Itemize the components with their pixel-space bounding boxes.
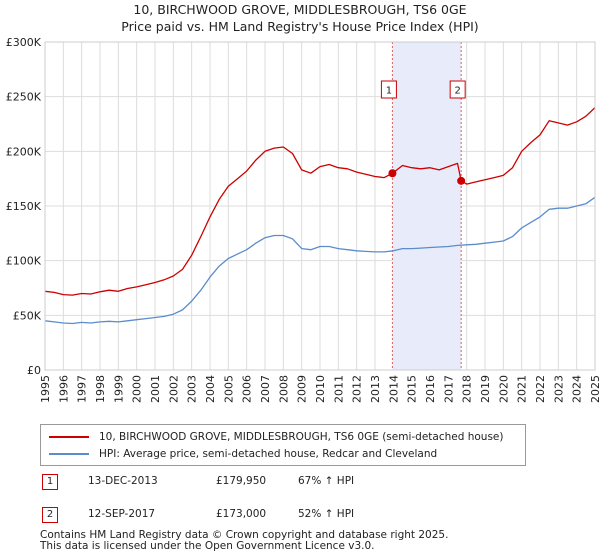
x-tick-label: 2011 [332,375,345,403]
legend-swatch-property [49,436,89,438]
chart-title: 10, BIRCHWOOD GROVE, MIDDLESBROUGH, TS6 … [133,2,467,17]
legend: 10, BIRCHWOOD GROVE, MIDDLESBROUGH, TS6 … [40,424,526,466]
chart-area: 1 2 £0 £50K £100K £150K £200K £250K £300K 1995 19… [6,36,600,403]
legend-item-hpi: HPI: Average price, semi-detached house,… [49,446,437,462]
x-tick-label: 2008 [277,375,290,403]
x-tick-label: 1999 [112,375,125,403]
y-tick-label: £250K [6,91,42,104]
x-tick-label: 2022 [534,375,547,403]
transaction-date: 12-SEP-2017 [88,508,156,520]
legend-label-property: 10, BIRCHWOOD GROVE, MIDDLESBROUGH, TS6 … [99,431,504,443]
transaction-price: £179,950 [216,475,267,487]
legend-swatch-hpi [49,453,89,455]
x-tick-label: 2013 [369,375,382,403]
y-tick-label: £300K [6,36,42,49]
x-tick-label: 2017 [442,375,455,403]
table-row: 2 12-SEP-2017 £173,000 52% ↑ HPI [40,507,400,525]
x-tick-label: 2001 [149,375,162,403]
transaction-hpi: 67% ↑ HPI [298,475,355,487]
footer: Contains HM Land Registry data © Crown c… [40,530,448,552]
x-tick-label: 2003 [186,375,199,403]
x-tick-label: 2005 [222,375,235,403]
x-tick-label: 1996 [57,375,70,403]
footer-licence: This data is licensed under the Open Gov… [40,540,375,552]
transaction-point [388,169,397,178]
x-tick-label: 1997 [76,375,89,403]
x-tick-label: 2015 [406,375,419,403]
y-tick-label: £50K [13,309,42,322]
x-tick-label: 2020 [497,375,510,403]
x-tick-label: 2023 [552,375,565,403]
footer-copyright: Contains HM Land Registry data © Crown c… [40,529,449,541]
transaction-number: 1 [42,474,58,490]
transaction-label: 2 [454,86,460,97]
transaction-number: 2 [42,507,58,523]
y-tick-label: £100K [6,255,42,268]
legend-item-property: 10, BIRCHWOOD GROVE, MIDDLESBROUGH, TS6 … [49,429,503,445]
x-tick-label: 2004 [204,375,217,403]
x-tick-label: 2006 [241,375,254,403]
x-tick-label: 2012 [351,375,364,403]
transaction-hpi: 52% ↑ HPI [298,508,355,520]
x-tick-label: 2025 [589,375,600,403]
chart-subtitle: Price paid vs. HM Land Registry's House … [121,19,479,34]
x-tick-label: 1998 [94,375,107,403]
transaction-date: 13-DEC-2013 [88,475,158,487]
x-tick-label: 2007 [259,375,272,403]
x-tick-label: 2021 [516,375,529,403]
x-tick-label: 2014 [387,375,400,403]
transaction-label-box [380,80,397,99]
plot-border [44,41,596,371]
x-tick-label: 2016 [424,375,437,403]
hpi-line [44,196,596,325]
transaction-label: 1 [386,86,392,97]
transaction-price: £173,000 [216,508,267,520]
legend-label-hpi: HPI: Average price, semi-detached house,… [99,448,438,460]
x-tick-label: 2019 [479,375,492,403]
x-tick-label: 2009 [296,375,309,403]
x-tick-label: 1995 [39,375,52,403]
x-tick-label: 2024 [571,375,584,403]
x-tick-label: 2002 [167,375,180,403]
y-tick-label: £150K [6,200,42,213]
property-price-line [44,107,596,296]
transaction-point [457,176,466,185]
table-row: 1 13-DEC-2013 £179,950 67% ↑ HPI [40,474,400,492]
x-tick-label: 2010 [314,375,327,403]
x-tick-label: 2018 [461,375,474,403]
y-tick-label: £200K [6,145,42,158]
x-tick-label: 2000 [131,375,144,403]
transaction-label-box [449,80,466,99]
y-tick-label: £0 [27,364,41,377]
